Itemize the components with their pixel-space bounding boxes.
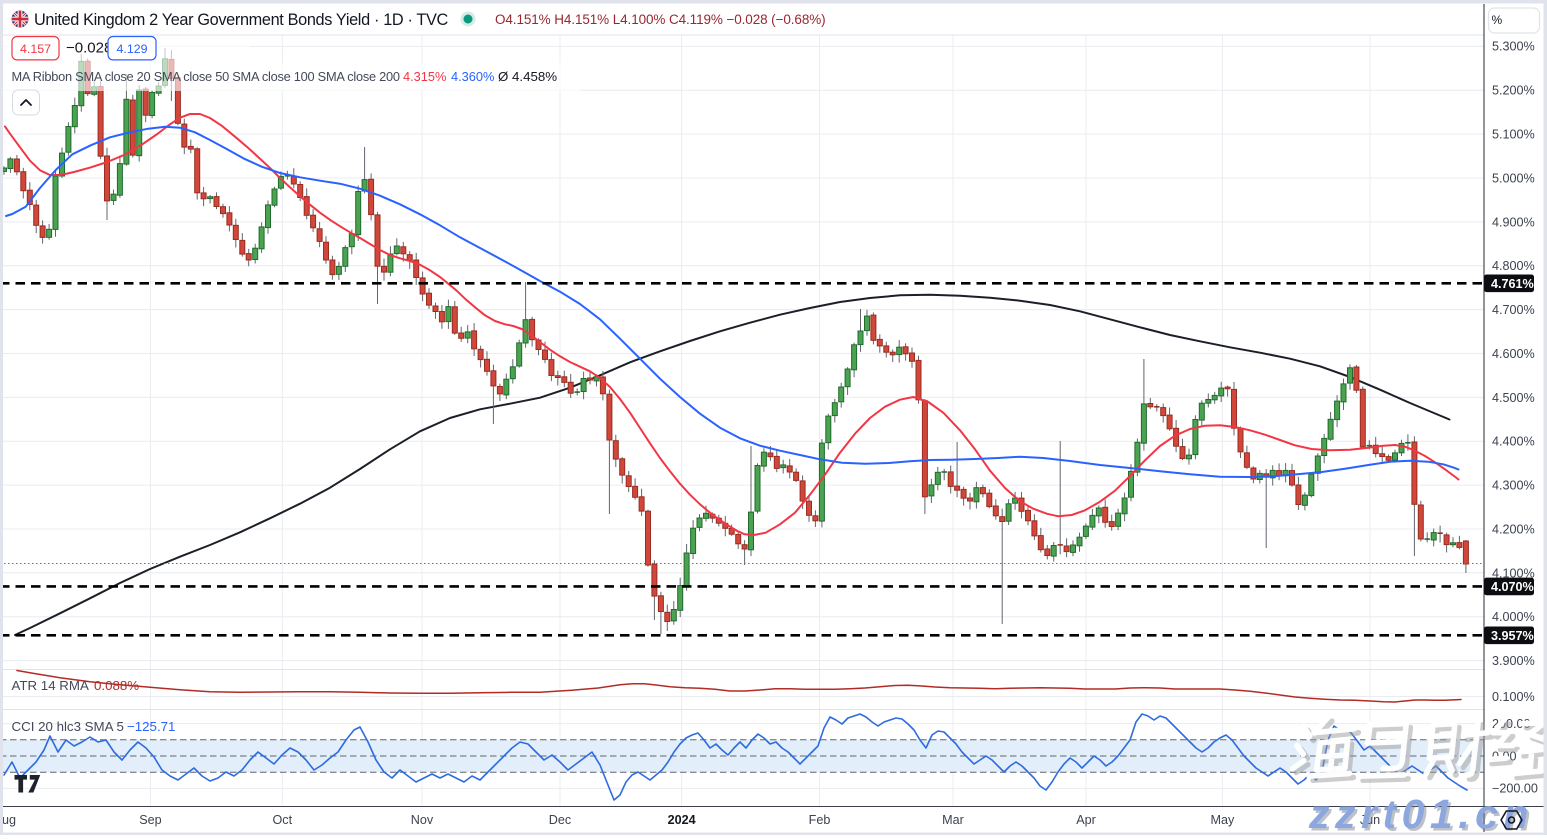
svg-text:4.900%: 4.900% xyxy=(1492,215,1535,229)
svg-text:4.400%: 4.400% xyxy=(1492,435,1535,449)
svg-text:5.300%: 5.300% xyxy=(1492,40,1535,54)
svg-text:4.200%: 4.200% xyxy=(1492,522,1535,536)
svg-text:Oct: Oct xyxy=(273,813,293,827)
svg-text:Feb: Feb xyxy=(809,813,831,827)
svg-text:5.200%: 5.200% xyxy=(1492,84,1535,98)
svg-text:−0.028: −0.028 xyxy=(66,40,112,57)
svg-text:CCI 20 hlc3 SMA 5: CCI 20 hlc3 SMA 5 xyxy=(12,719,124,734)
svg-text:4.700%: 4.700% xyxy=(1492,303,1535,317)
svg-text:4.761%: 4.761% xyxy=(1491,277,1534,291)
svg-text:4.360%: 4.360% xyxy=(451,69,494,84)
svg-text:3.957%: 3.957% xyxy=(1491,629,1534,643)
svg-text:4.800%: 4.800% xyxy=(1492,259,1535,273)
svg-text:Sep: Sep xyxy=(139,813,161,827)
svg-text:MA Ribbon SMA close 20 SMA clo: MA Ribbon SMA close 20 SMA close 50 SMA … xyxy=(12,69,400,84)
svg-text:May: May xyxy=(1211,813,1235,827)
svg-text:ug: ug xyxy=(2,813,16,827)
svg-text:2024: 2024 xyxy=(668,813,696,827)
svg-text:4.000%: 4.000% xyxy=(1492,610,1535,624)
svg-text:4.500%: 4.500% xyxy=(1492,391,1535,405)
svg-text:United Kingdom 2 Year Governme: United Kingdom 2 Year Government Bonds Y… xyxy=(34,11,449,29)
svg-text:Nov: Nov xyxy=(411,813,434,827)
svg-text:5.100%: 5.100% xyxy=(1492,128,1535,142)
svg-text:4.315%: 4.315% xyxy=(403,69,446,84)
svg-text:zzrt01.cn: zzrt01.cn xyxy=(1308,791,1534,835)
svg-text:3.900%: 3.900% xyxy=(1492,654,1535,668)
svg-text:0.100%: 0.100% xyxy=(1492,690,1535,704)
svg-text:O4.151% H4.151% L4.100% C4.119: O4.151% H4.151% L4.100% C4.119% −0.028 (… xyxy=(495,12,826,27)
svg-text:0.088%: 0.088% xyxy=(94,678,139,693)
svg-text:Dec: Dec xyxy=(549,813,571,827)
svg-text:4.600%: 4.600% xyxy=(1492,347,1535,361)
svg-text:Mar: Mar xyxy=(942,813,964,827)
svg-text:4.157: 4.157 xyxy=(20,42,51,56)
svg-text:Ø 4.458%: Ø 4.458% xyxy=(498,69,557,84)
svg-text:%: % xyxy=(1492,13,1503,27)
svg-text:4.300%: 4.300% xyxy=(1492,479,1535,493)
svg-text:Apr: Apr xyxy=(1076,813,1096,827)
svg-text:ATR 14 RMA: ATR 14 RMA xyxy=(12,678,89,693)
svg-text:4.070%: 4.070% xyxy=(1491,580,1534,594)
svg-text:5.000%: 5.000% xyxy=(1492,171,1535,185)
svg-text:4.129: 4.129 xyxy=(116,42,147,56)
svg-text:−125.71: −125.71 xyxy=(127,719,175,734)
